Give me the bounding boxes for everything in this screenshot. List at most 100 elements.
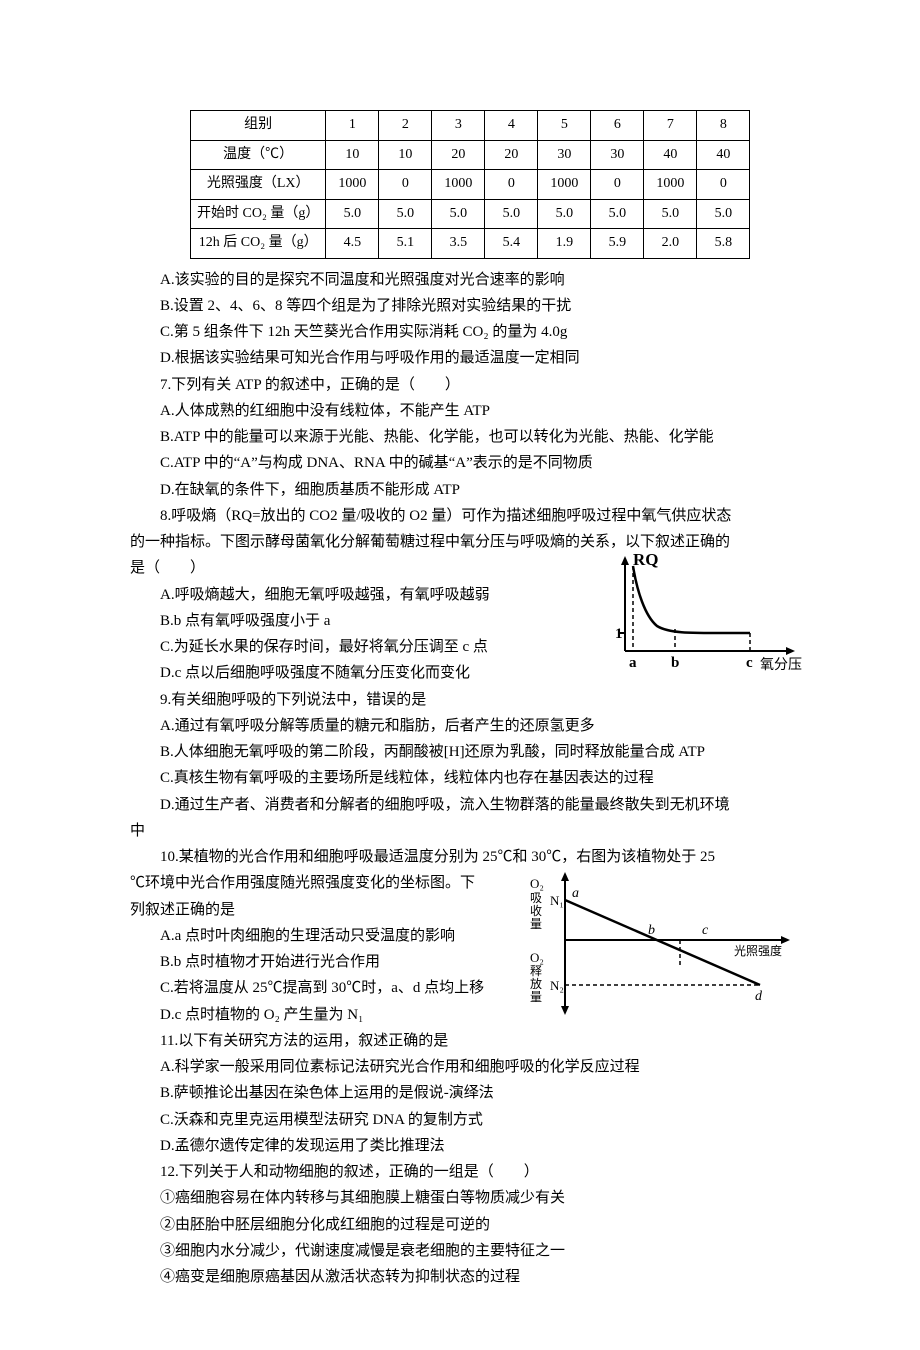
svg-text:量: 量	[530, 990, 542, 1004]
q9-option-d-l2: 中	[130, 818, 810, 844]
svg-text:放: 放	[530, 976, 542, 991]
q6-option-b: B.设置 2、4、6、8 等四个组是为了排除光照对实验结果的干扰	[130, 293, 810, 319]
table-cell: 5.4	[485, 229, 538, 259]
table-cell: 10	[379, 140, 432, 170]
q10-chart: a b c d N₁ N₂ O₂ 吸 收 量 O₂ 释 放 量 光照强度	[530, 870, 810, 1020]
svg-text:a: a	[629, 655, 637, 671]
q12-item-1: ①癌细胞容易在体内转移与其细胞膜上糖蛋白等物质减少有关	[130, 1185, 810, 1211]
q7-option-d: D.在缺氧的条件下，细胞质基质不能形成 ATP	[130, 477, 810, 503]
q11-option-d: D.孟德尔遗传定律的发现运用了类比推理法	[130, 1133, 810, 1159]
table-cell: 1000	[432, 170, 485, 200]
table-cell: 12h 后 CO₂ 量（g）	[191, 229, 326, 259]
svg-text:d: d	[755, 989, 763, 1004]
svg-text:氧分压: 氧分压	[760, 657, 802, 673]
q10-stem-l1: 10.某植物的光合作用和细胞呼吸最适温度分别为 25℃和 30℃，右图为该植物处…	[130, 844, 810, 870]
q11-option-c: C.沃森和克里克运用模型法研究 DNA 的复制方式	[130, 1107, 810, 1133]
q12-stem: 12.下列关于人和动物细胞的叙述，正确的一组是（ ）	[130, 1159, 810, 1185]
table-row: 12h 后 CO₂ 量（g） 4.5 5.1 3.5 5.4 1.9 5.9 2…	[191, 229, 750, 259]
table-cell: 5.0	[432, 199, 485, 229]
table-cell: 5	[538, 111, 591, 141]
table-cell: 光照强度（LX）	[191, 170, 326, 200]
svg-text:光照强度: 光照强度	[734, 943, 782, 958]
svg-text:1: 1	[615, 626, 623, 642]
table-cell: 组别	[191, 111, 326, 141]
q6-option-c: C.第 5 组条件下 12h 天竺葵光合作用实际消耗 CO₂ 的量为 4.0g	[130, 319, 810, 345]
svg-text:b: b	[671, 655, 679, 671]
q9-option-b: B.人体细胞无氧呼吸的第二阶段，丙酮酸被[H]还原为乳酸，同时释放能量合成 AT…	[130, 739, 810, 765]
table-cell: 40	[697, 140, 750, 170]
table-cell: 5.9	[591, 229, 644, 259]
table-cell: 5.1	[379, 229, 432, 259]
svg-text:b: b	[648, 923, 655, 938]
table-cell: 5.0	[326, 199, 379, 229]
q9-option-a: A.通过有氧呼吸分解等质量的糖元和脂肪，后者产生的还原氢更多	[130, 713, 810, 739]
q6-option-a: A.该实验的目的是探究不同温度和光照强度对光合速率的影响	[130, 267, 810, 293]
table-cell: 20	[432, 140, 485, 170]
q8-chart: 1 a b c RQ 氧分压	[615, 551, 810, 681]
table-cell: 0	[379, 170, 432, 200]
table-cell: 7	[644, 111, 697, 141]
table-row: 温度（℃） 10 10 20 20 30 30 40 40	[191, 140, 750, 170]
table-cell: 5.8	[697, 229, 750, 259]
q7-option-b: B.ATP 中的能量可以来源于光能、热能、化学能，也可以转化为光能、热能、化学能	[130, 424, 810, 450]
table-cell: 5.0	[644, 199, 697, 229]
table-cell: 1000	[538, 170, 591, 200]
table-cell: 20	[485, 140, 538, 170]
q7-stem: 7.下列有关 ATP 的叙述中，正确的是（ ）	[130, 372, 810, 398]
q9-option-c: C.真核生物有氧呼吸的主要场所是线粒体，线粒体内也存在基因表达的过程	[130, 765, 810, 791]
svg-text:c: c	[702, 923, 709, 938]
table-row: 开始时 CO₂ 量（g） 5.0 5.0 5.0 5.0 5.0 5.0 5.0…	[191, 199, 750, 229]
svg-text:吸: 吸	[530, 891, 542, 905]
table-cell: 2	[379, 111, 432, 141]
table-cell: 1	[326, 111, 379, 141]
table-cell: 30	[591, 140, 644, 170]
table-cell: 1.9	[538, 229, 591, 259]
table-cell: 3.5	[432, 229, 485, 259]
svg-text:O₂: O₂	[530, 950, 544, 965]
table-cell: 5.0	[538, 199, 591, 229]
q8-stem-l1: 8.呼吸熵（RQ=放出的 CO2 量/吸收的 O2 量）可作为描述细胞呼吸过程中…	[130, 503, 810, 529]
svg-text:释: 释	[530, 964, 542, 978]
svg-text:O₂: O₂	[530, 876, 544, 891]
q12-item-2: ②由胚胎中胚层细胞分化成红细胞的过程是可逆的	[130, 1212, 810, 1238]
q9-option-d-l1: D.通过生产者、消费者和分解者的细胞呼吸，流入生物群落的能量最终散失到无机环境	[130, 792, 810, 818]
table-cell: 30	[538, 140, 591, 170]
q11-stem: 11.以下有关研究方法的运用，叙述正确的是	[130, 1028, 810, 1054]
q12-item-4: ④癌变是细胞原癌基因从激活状态转为抑制状态的过程	[130, 1264, 810, 1290]
table-cell: 温度（℃）	[191, 140, 326, 170]
table-cell: 0	[591, 170, 644, 200]
q7-option-c: C.ATP 中的“A”与构成 DNA、RNA 中的碱基“A”表示的是不同物质	[130, 450, 810, 476]
svg-text:c: c	[746, 655, 753, 671]
table-cell: 40	[644, 140, 697, 170]
svg-text:RQ: RQ	[633, 551, 659, 569]
table-cell: 1000	[644, 170, 697, 200]
table-cell: 2.0	[644, 229, 697, 259]
svg-text:N₂: N₂	[550, 978, 564, 993]
q9-stem: 9.有关细胞呼吸的下列说法中，错误的是	[130, 687, 810, 713]
table-row: 光照强度（LX） 1000 0 1000 0 1000 0 1000 0	[191, 170, 750, 200]
table-cell: 4.5	[326, 229, 379, 259]
svg-text:a: a	[572, 886, 579, 901]
svg-text:N₁: N₁	[550, 893, 564, 908]
table-cell: 4	[485, 111, 538, 141]
table-cell: 3	[432, 111, 485, 141]
table-cell: 8	[697, 111, 750, 141]
table-cell: 5.0	[485, 199, 538, 229]
table-cell: 0	[485, 170, 538, 200]
table-cell: 5.0	[379, 199, 432, 229]
table-cell: 开始时 CO₂ 量（g）	[191, 199, 326, 229]
svg-text:量: 量	[530, 917, 542, 931]
table-cell: 1000	[326, 170, 379, 200]
table-cell: 5.0	[697, 199, 750, 229]
table-cell: 10	[326, 140, 379, 170]
q7-option-a: A.人体成熟的红细胞中没有线粒体，不能产生 ATP	[130, 398, 810, 424]
table-cell: 5.0	[591, 199, 644, 229]
q11-option-b: B.萨顿推论出基因在染色体上运用的是假说-演绎法	[130, 1080, 810, 1106]
table-row: 组别 1 2 3 4 5 6 7 8	[191, 111, 750, 141]
svg-text:收: 收	[530, 904, 542, 918]
table-cell: 0	[697, 170, 750, 200]
q12-item-3: ③细胞内水分减少，代谢速度减慢是衰老细胞的主要特征之一	[130, 1238, 810, 1264]
q6-option-d: D.根据该实验结果可知光合作用与呼吸作用的最适温度一定相同	[130, 345, 810, 371]
q11-option-a: A.科学家一般采用同位素标记法研究光合作用和细胞呼吸的化学反应过程	[130, 1054, 810, 1080]
table-cell: 6	[591, 111, 644, 141]
